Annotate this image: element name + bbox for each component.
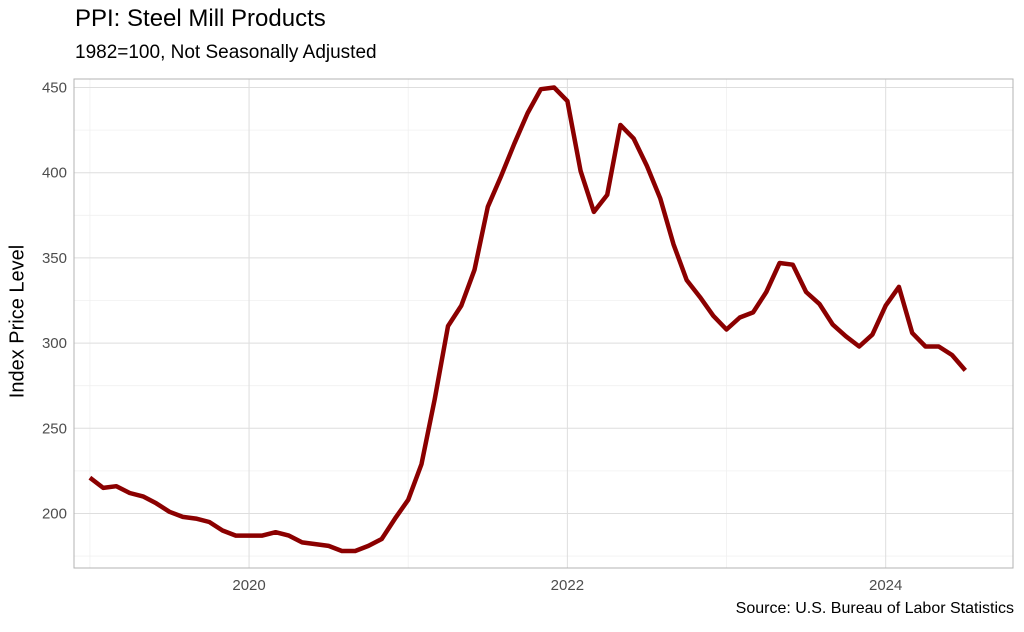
- y-tick-label: 250: [42, 420, 67, 437]
- y-tick-label: 450: [42, 80, 67, 97]
- y-tick-label: 350: [42, 250, 67, 267]
- tick-labels: 200 250 300 350 400 450 2020 2022 2024: [42, 80, 902, 594]
- x-tick-label: 2020: [232, 577, 265, 594]
- series-line: [88, 85, 968, 554]
- chart-subtitle: 1982=100, Not Seasonally Adjusted: [75, 42, 377, 63]
- x-tick-label: 2024: [869, 577, 902, 594]
- y-tick-label: 200: [42, 505, 67, 522]
- y-tick-label: 300: [42, 335, 67, 352]
- x-tick-label: 2022: [551, 577, 584, 594]
- grid: [74, 79, 1013, 568]
- chart-title: PPI: Steel Mill Products: [75, 5, 326, 32]
- plot-panel-border: [73, 78, 1014, 569]
- source-note: Source: U.S. Bureau of Labor Statistics: [735, 600, 1014, 617]
- y-tick-label: 400: [42, 165, 67, 182]
